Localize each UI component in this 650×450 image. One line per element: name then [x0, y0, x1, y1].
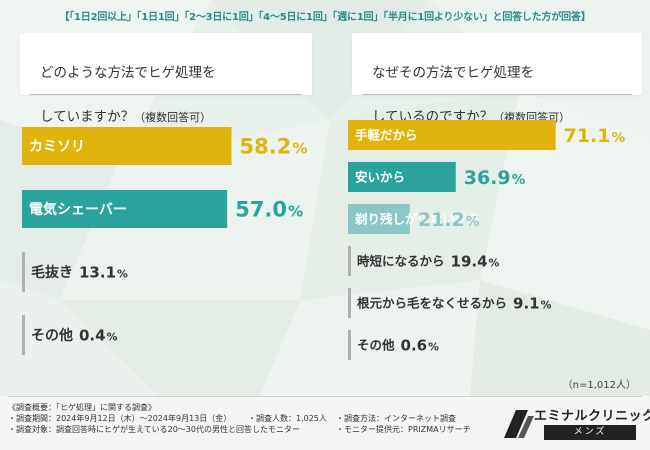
sample-size: （n=1,012人）: [562, 380, 636, 391]
bar-1-3: [348, 246, 351, 276]
brand-logo: エミナルクリニック メンズ: [500, 402, 650, 444]
bar-value-0-2: 13.1: [79, 263, 116, 281]
bar-1-5: [348, 330, 351, 360]
bar-1-1: [348, 162, 456, 192]
footer-period: ・調査期間：2024年9月12日（木）〜2024年9月13日（金）: [8, 414, 232, 423]
logo-mark-icon: [504, 410, 534, 438]
bar-label-0-0: カミソリ: [29, 139, 85, 155]
bar-value-1-5: 0.6: [401, 336, 428, 354]
bar-1-2: [348, 204, 410, 234]
header-note: 【「1日2回以上」「1日1回」「2〜3日に1回」「4〜5日に1回」「週に1回」「…: [59, 12, 591, 23]
bar-unit-0-0: %: [292, 140, 307, 158]
footer-method: ・調査方法：インターネット調査: [336, 414, 456, 423]
bar-label-0-3: その他: [31, 327, 73, 344]
bar-value-1-4: 9.1: [513, 294, 540, 312]
footer-divider: [8, 396, 642, 397]
question-right-line1: なぜその方法でヒゲ処理を: [372, 65, 534, 81]
bar-0-0: [22, 127, 232, 165]
bar-unit-1-5: %: [428, 340, 439, 353]
bar-value-0-0: 58.2: [240, 135, 292, 159]
bar-unit-1-3: %: [489, 256, 500, 269]
footer-target: ・調査対象：調査回答時にヒゲが生えている20〜30代の男性と回答したモニター: [8, 425, 300, 434]
bar-label-0-1: 電気シェーバー: [29, 201, 127, 218]
question-left-line1: どのような方法でヒゲ処理を: [40, 65, 216, 81]
survey-footer: 《調査概要：「ヒゲ処理」に関する調査》 ・調査期間：2024年9月12日（木）〜…: [8, 402, 471, 435]
bar-unit-1-1: %: [512, 172, 526, 188]
bar-unit-0-3: %: [107, 330, 118, 343]
bar-value-1-2: 21.2: [418, 209, 465, 231]
bar-unit-0-1: %: [288, 203, 303, 221]
bar-value-0-3: 0.4: [79, 326, 106, 344]
bar-label-1-1: 安いから: [355, 170, 405, 185]
bar-unit-1-2: %: [466, 214, 480, 230]
bar-unit-0-2: %: [117, 267, 128, 280]
footer-title: 《調査概要：「ヒゲ処理」に関する調査》: [8, 403, 156, 412]
bar-value-1-0: 71.1: [564, 125, 611, 147]
question-right-separator: [362, 94, 632, 95]
bar-0-3: [22, 315, 25, 355]
bar-value-1-3: 19.4: [451, 252, 488, 270]
bar-label-1-5: その他: [357, 338, 395, 353]
question-left-line2: していますか？: [40, 109, 135, 125]
bar-unit-1-4: %: [541, 298, 552, 311]
bar-label-0-2: 毛抜き: [31, 264, 73, 281]
bar-1-0: [348, 120, 556, 150]
footer-count: ・調査人数：1,025人: [248, 414, 327, 423]
logo-brand: エミナルクリニック: [534, 409, 650, 424]
bar-0-1: [22, 190, 228, 228]
logo-sub: メンズ: [544, 425, 636, 440]
bar-value-1-1: 36.9: [464, 167, 511, 189]
footer-provider: ・モニター提供元：PRIZMAリサーチ: [336, 425, 471, 434]
question-left-separator: [30, 94, 302, 95]
bar-1-4: [348, 288, 351, 318]
bar-label-1-0: 手軽だから: [355, 128, 418, 143]
question-left-suffix: （複数回答可）: [134, 111, 212, 124]
bar-unit-1-0: %: [612, 130, 626, 146]
question-left: どのような方法でヒゲ処理を していますか？（複数回答可）: [20, 33, 312, 125]
bar-value-0-1: 57.0: [235, 198, 287, 222]
bar-0-2: [22, 252, 25, 292]
bar-label-1-4: 根元から毛をなくせるから: [357, 296, 507, 311]
charts: カミソリ 58.2 % 電気シェーバー 57.0 % 毛抜き 13.1 % その他 0.4 % 手軽だか…: [22, 120, 626, 360]
bar-label-1-2: 剃り残しが少ないから: [354, 212, 480, 227]
bar-label-1-3: 時短になるから: [357, 254, 445, 269]
